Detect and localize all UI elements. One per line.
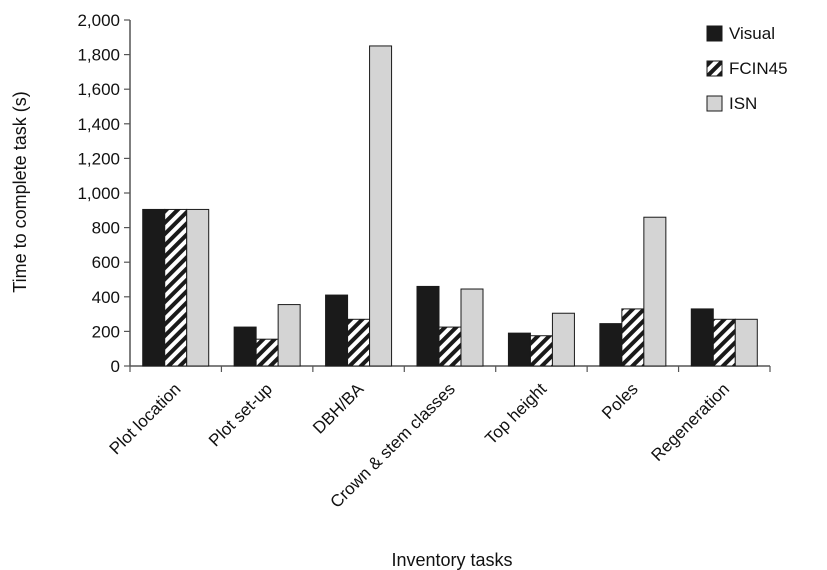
y-tick-label: 1,600 <box>77 80 120 99</box>
bars <box>142 45 758 367</box>
bar-fcin45 <box>255 338 279 367</box>
legend-label: ISN <box>729 94 757 113</box>
x-tick-label: Top height <box>481 379 550 448</box>
x-tick-label: Plot location <box>106 379 185 458</box>
bar-fcin45 <box>347 318 371 367</box>
bar-fcin45 <box>712 318 736 367</box>
bar-isn <box>369 45 393 367</box>
legend-label: Visual <box>729 24 775 43</box>
y-axis: 0 200 400 600 800 1,000 1,200 1,400 1,600 1,800 2,… <box>77 11 131 376</box>
bar-isn <box>551 312 575 367</box>
bar-visual <box>599 323 623 367</box>
bar-visual <box>325 294 349 367</box>
x-tick-label: DBH/BA <box>309 379 368 438</box>
bar-visual <box>507 332 531 367</box>
bar-isn <box>460 288 484 367</box>
y-tick-label: 400 <box>92 288 120 307</box>
legend-label: FCIN45 <box>729 59 788 78</box>
legend: Visual FCIN45 ISN <box>706 24 788 113</box>
y-tick-label: 1,200 <box>77 149 120 168</box>
legend-swatch <box>706 95 723 112</box>
bar-fcin45 <box>164 208 188 367</box>
bar-isn <box>277 304 301 367</box>
bar-visual <box>416 285 440 367</box>
bar-fcin45 <box>621 308 645 367</box>
x-tick-label: Poles <box>598 379 642 423</box>
y-tick-label: 200 <box>92 322 120 341</box>
bar-isn <box>643 216 667 367</box>
y-axis-title: Time to complete task (s) <box>10 91 30 292</box>
y-tick-label: 1,400 <box>77 115 120 134</box>
x-axis-title: Inventory tasks <box>391 550 512 570</box>
legend-swatch <box>706 60 723 77</box>
y-tick-label: 800 <box>92 219 120 238</box>
y-tick-label: 1,000 <box>77 184 120 203</box>
y-tick-label: 600 <box>92 253 120 272</box>
bar-isn <box>186 208 210 367</box>
bar-visual <box>690 308 714 367</box>
bar-visual <box>142 208 166 367</box>
y-tick-label: 0 <box>111 357 120 376</box>
x-tick-label: Regeneration <box>647 379 733 465</box>
bar-fcin45 <box>438 326 462 367</box>
y-tick-label: 2,000 <box>77 11 120 30</box>
y-tick-label: 1,800 <box>77 46 120 65</box>
bar-visual <box>233 326 257 367</box>
bar-isn <box>734 318 758 367</box>
bar-fcin45 <box>529 335 553 367</box>
legend-swatch <box>706 25 723 42</box>
x-tick-label: Plot set-up <box>205 379 276 450</box>
